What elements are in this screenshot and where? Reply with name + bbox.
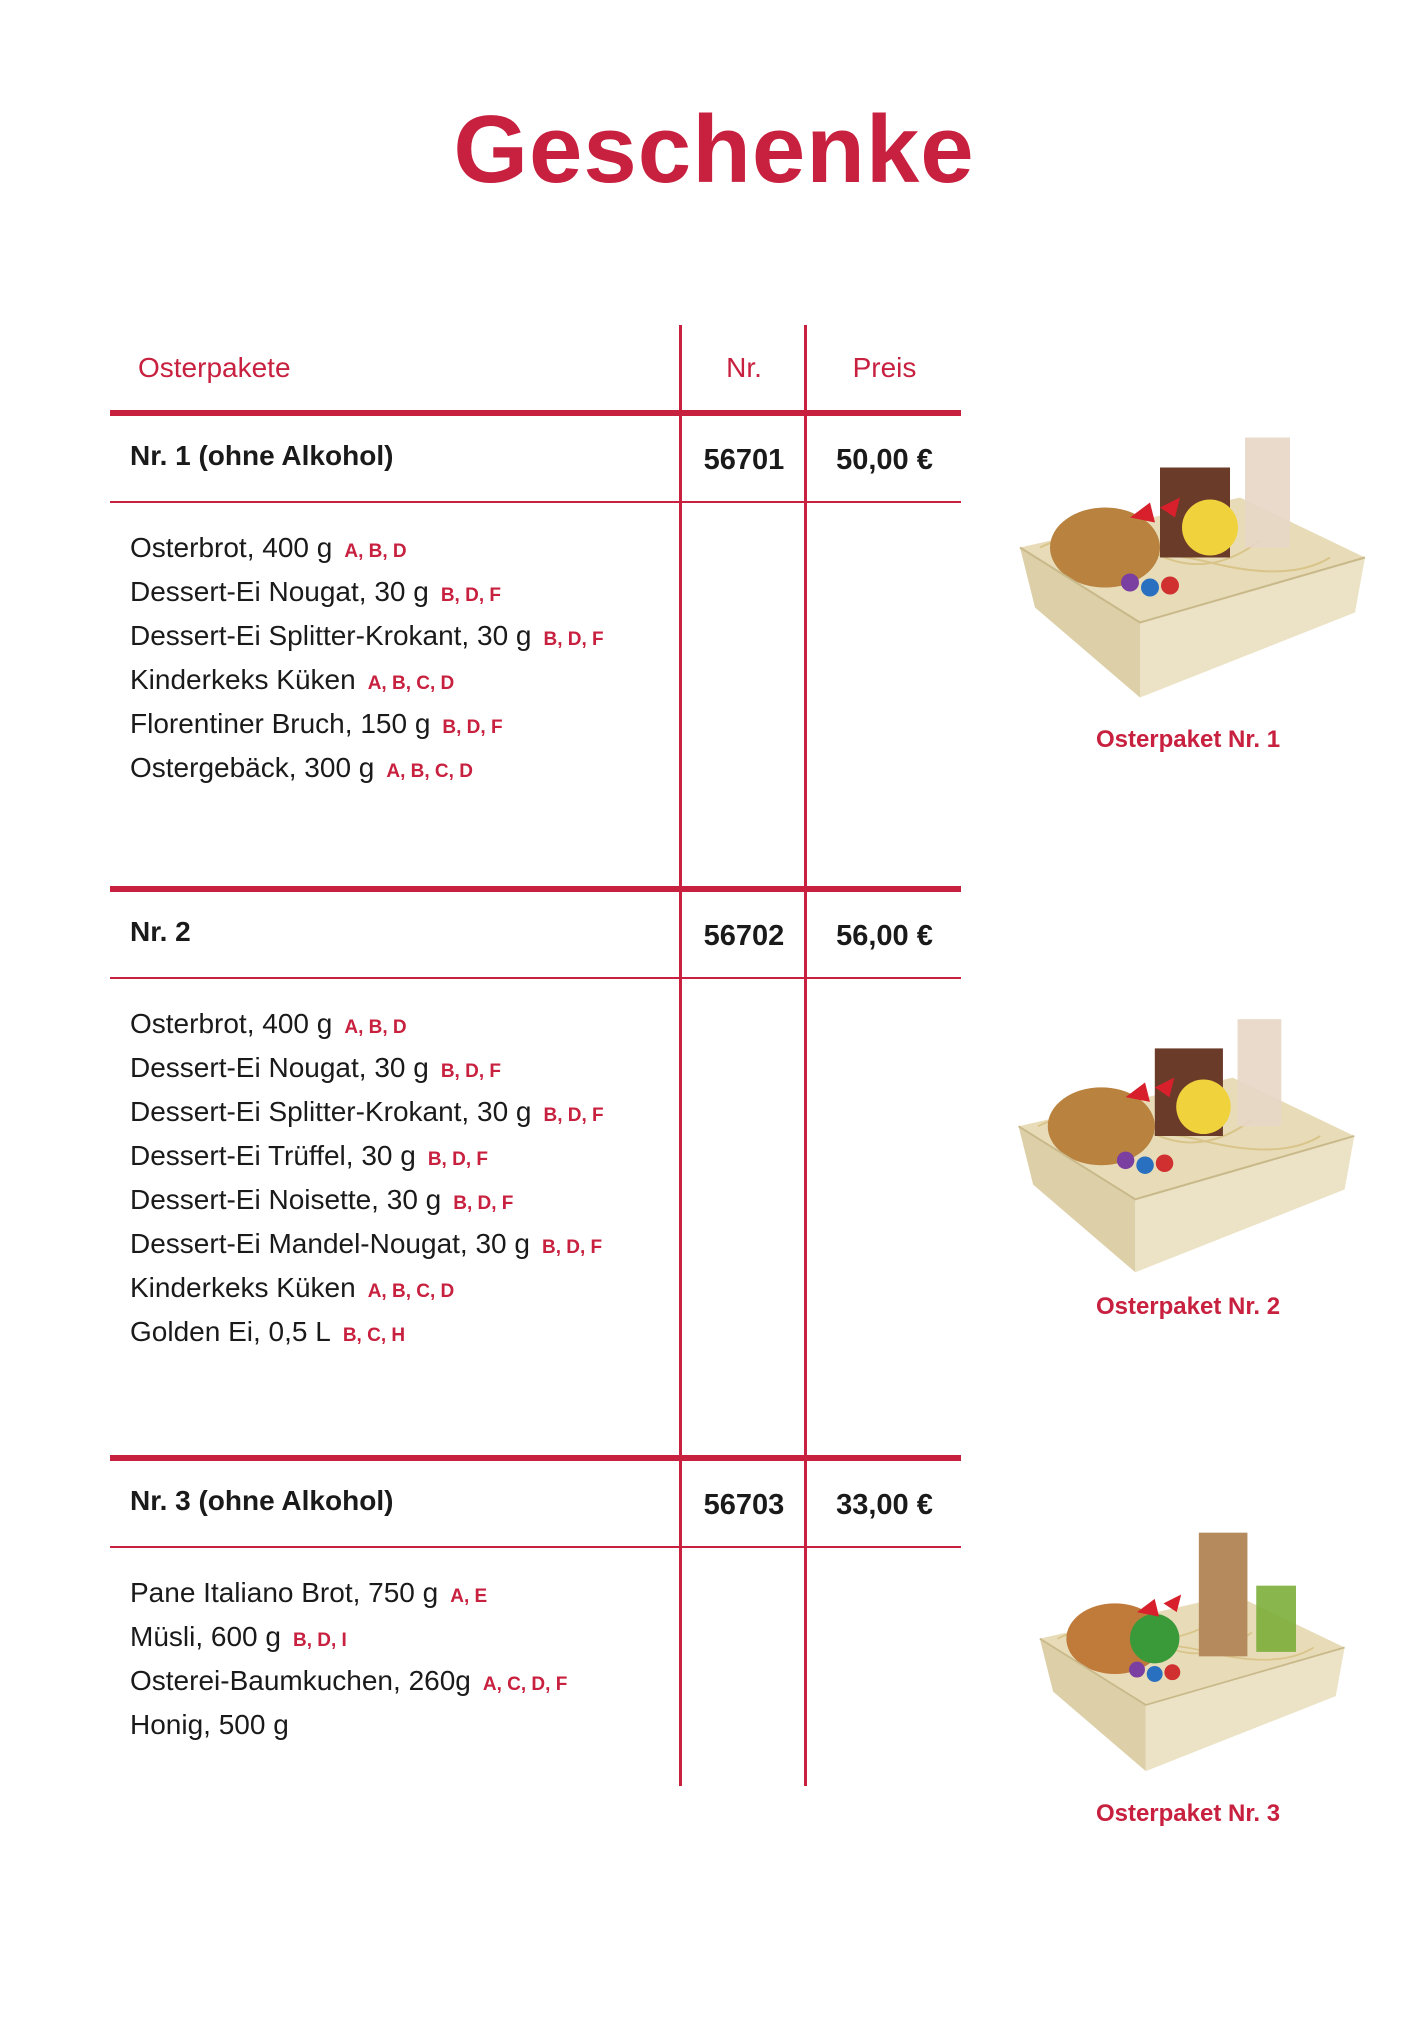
list-item: Florentiner Bruch, 150 g B, D, F	[130, 708, 503, 740]
item-text: Kinderkeks Küken	[130, 1272, 356, 1303]
package-price: 56,00 €	[836, 920, 933, 952]
gift-basket-image	[1010, 1515, 1370, 1785]
list-item: Osterbrot, 400 g A, B, D	[130, 1008, 407, 1040]
image-caption: Osterpaket Nr. 2	[1095, 1293, 1281, 1320]
item-text: Osterbrot, 400 g	[130, 1008, 333, 1039]
list-item: Honig, 500 g	[130, 1709, 289, 1741]
list-item: Kinderkeks Küken A, B, C, D	[130, 1272, 454, 1304]
package-number: 56702	[703, 920, 785, 952]
package-price: 50,00 €	[836, 444, 933, 476]
column-divider	[679, 325, 682, 1786]
list-item: Dessert-Ei Splitter-Krokant, 30 g B, D, F	[130, 1096, 604, 1128]
list-item: Dessert-Ei Mandel-Nougat, 30 g B, D, F	[130, 1228, 602, 1260]
item-text: Dessert-Ei Mandel-Nougat, 30 g	[130, 1228, 530, 1259]
item-text: Dessert-Ei Splitter-Krokant, 30 g	[130, 620, 532, 651]
row-separator-thick	[110, 886, 961, 892]
allergen-codes: B, D, F	[543, 629, 604, 650]
image-caption: Osterpaket Nr. 3	[1095, 1800, 1281, 1827]
item-text: Dessert-Ei Nougat, 30 g	[130, 576, 429, 607]
list-item: Osterei-Baumkuchen, 260g A, C, D, F	[130, 1665, 567, 1697]
column-header-nr: Nr.	[726, 352, 762, 383]
column-header-name: Osterpakete	[138, 352, 291, 383]
gift-basket-image	[1010, 405, 1370, 715]
allergen-codes: A, C, D, F	[482, 1674, 568, 1695]
list-item: Kinderkeks Küken A, B, C, D	[130, 664, 454, 696]
allergen-codes: B, D, F	[440, 1061, 501, 1082]
allergen-codes: B, D, F	[543, 1105, 604, 1126]
image-caption: Osterpaket Nr. 1	[1095, 726, 1281, 753]
item-text: Osterbrot, 400 g	[130, 532, 333, 563]
list-item: Pane Italiano Brot, 750 g A, E	[130, 1577, 487, 1609]
row-separator-thin	[110, 1546, 961, 1548]
row-separator-thick	[110, 410, 961, 416]
allergen-codes: B, D, F	[427, 1149, 488, 1170]
list-item: Dessert-Ei Nougat, 30 g B, D, F	[130, 576, 501, 608]
item-text: Dessert-Ei Nougat, 30 g	[130, 1052, 429, 1083]
allergen-codes: B, D, F	[453, 1193, 514, 1214]
allergen-codes: B, C, H	[342, 1325, 406, 1346]
package-name: Nr. 1 (ohne Alkohol)	[130, 440, 394, 471]
item-text: Dessert-Ei Trüffel, 30 g	[130, 1140, 416, 1171]
item-text: Ostergebäck, 300 g	[130, 752, 375, 783]
row-separator-thin	[110, 977, 961, 979]
allergen-codes: A, E	[450, 1586, 488, 1607]
list-item: Golden Ei, 0,5 L B, C, H	[130, 1316, 405, 1348]
row-separator-thick	[110, 1455, 961, 1461]
row-separator-thin	[110, 501, 961, 503]
item-text: Golden Ei, 0,5 L	[130, 1316, 331, 1347]
list-item: Ostergebäck, 300 g A, B, C, D	[130, 752, 473, 784]
item-text: Osterei-Baumkuchen, 260g	[130, 1665, 471, 1696]
list-item: Dessert-Ei Nougat, 30 g B, D, F	[130, 1052, 501, 1084]
package-name: Nr. 3 (ohne Alkohol)	[130, 1485, 394, 1516]
allergen-codes: B, D, F	[541, 1237, 603, 1258]
item-text: Kinderkeks Küken	[130, 664, 356, 695]
gift-basket-image	[998, 990, 1370, 1287]
page-title: Geschenke	[453, 96, 975, 203]
item-text: Honig, 500 g	[130, 1709, 289, 1740]
list-item: Dessert-Ei Splitter-Krokant, 30 g B, D, F	[130, 620, 604, 652]
column-header-price: Preis	[852, 352, 917, 383]
item-text: Müsli, 600 g	[130, 1621, 281, 1652]
list-item: Dessert-Ei Trüffel, 30 g B, D, F	[130, 1140, 488, 1172]
column-divider	[804, 325, 807, 1786]
allergen-codes: A, B, C, D	[367, 673, 455, 694]
allergen-codes: B, D, F	[442, 717, 503, 738]
item-text: Dessert-Ei Noisette, 30 g	[130, 1184, 442, 1215]
allergen-codes: B, D, I	[292, 1630, 347, 1651]
allergen-codes: B, D, F	[440, 585, 501, 606]
item-text: Florentiner Bruch, 150 g	[130, 708, 431, 739]
allergen-codes: A, B, C, D	[386, 761, 473, 782]
package-price: 33,00 €	[836, 1489, 933, 1521]
list-item: Dessert-Ei Noisette, 30 g B, D, F	[130, 1184, 513, 1216]
item-text: Dessert-Ei Splitter-Krokant, 30 g	[130, 1096, 532, 1127]
package-name: Nr. 2	[130, 916, 191, 947]
list-item: Osterbrot, 400 g A, B, D	[130, 532, 407, 564]
item-text: Pane Italiano Brot, 750 g	[130, 1577, 439, 1608]
allergen-codes: A, B, D	[344, 1017, 407, 1038]
package-number: 56703	[703, 1489, 785, 1521]
package-number: 56701	[703, 444, 785, 476]
allergen-codes: A, B, C, D	[367, 1281, 455, 1302]
allergen-codes: A, B, D	[344, 541, 407, 562]
list-item: Müsli, 600 g B, D, I	[130, 1621, 347, 1653]
